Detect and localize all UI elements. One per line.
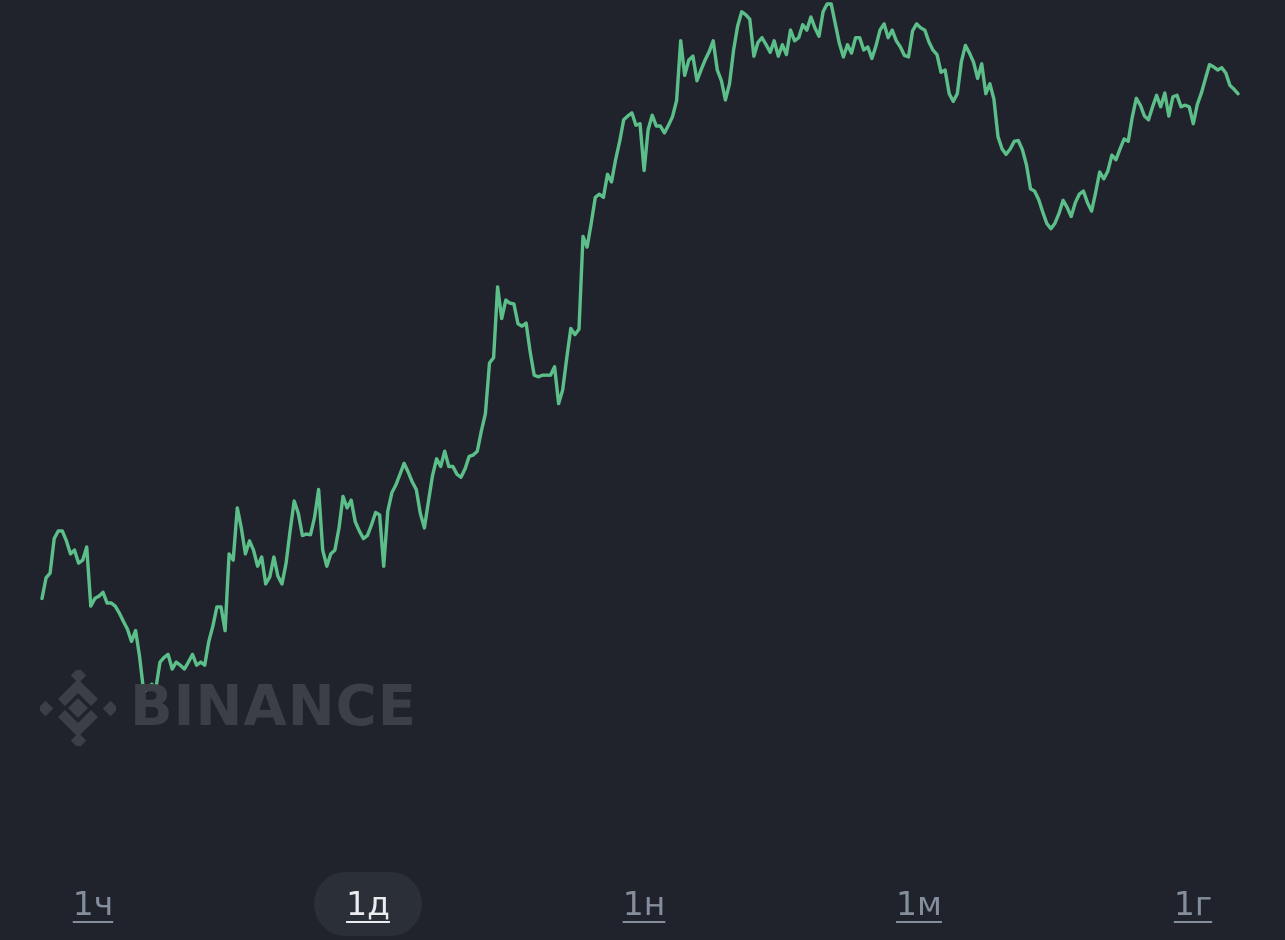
binance-watermark-text: BINANCE	[130, 674, 417, 739]
timeframe-selector: 1ч 1д 1н 1м 1г	[0, 868, 1285, 940]
timeframe-1w-button[interactable]: 1н	[622, 884, 666, 923]
timeframe-1m-button[interactable]: 1м	[896, 884, 942, 923]
timeframe-1h-button[interactable]: 1ч	[72, 884, 114, 923]
timeframe-1d-button[interactable]: 1д	[314, 872, 422, 936]
binance-logo-icon	[40, 670, 116, 746]
price-chart[interactable]: BINANCE	[0, 0, 1285, 860]
price-series-line	[40, 2, 1240, 694]
price-chart-canvas	[40, 2, 1240, 694]
binance-watermark: BINANCE	[40, 668, 420, 746]
timeframe-1y-button[interactable]: 1г	[1173, 884, 1213, 923]
